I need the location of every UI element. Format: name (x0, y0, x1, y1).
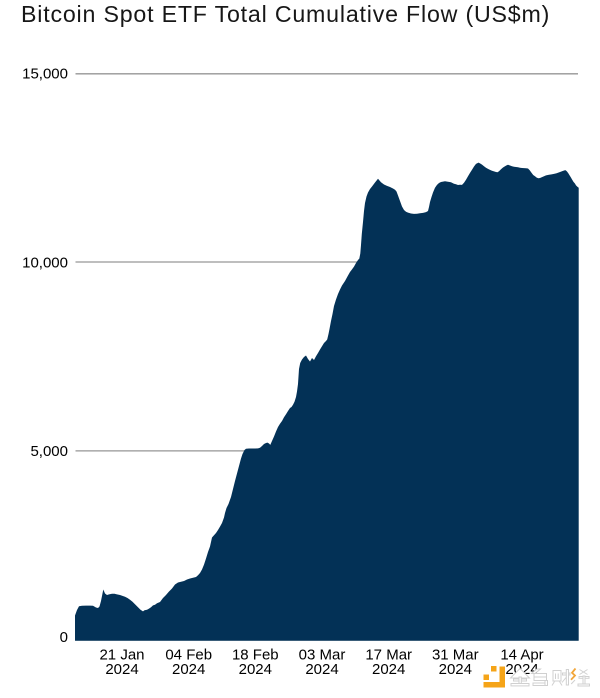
svg-text:2024: 2024 (105, 661, 138, 678)
svg-text:2024: 2024 (505, 661, 538, 678)
svg-text:03 Mar: 03 Mar (299, 647, 346, 664)
svg-text:10,000: 10,000 (22, 254, 68, 271)
svg-text:2024: 2024 (305, 661, 338, 678)
svg-text:5,000: 5,000 (30, 443, 68, 460)
svg-text:0: 0 (60, 629, 68, 646)
svg-text:2024: 2024 (372, 661, 405, 678)
svg-text:04 Feb: 04 Feb (165, 647, 212, 664)
svg-text:21 Jan: 21 Jan (99, 647, 144, 664)
svg-text:31 Mar: 31 Mar (432, 647, 479, 664)
svg-text:15,000: 15,000 (22, 66, 68, 83)
svg-text:2024: 2024 (239, 661, 272, 678)
svg-text:2024: 2024 (439, 661, 472, 678)
svg-text:2024: 2024 (172, 661, 205, 678)
svg-text:14 Apr: 14 Apr (500, 647, 543, 664)
svg-text:18 Feb: 18 Feb (232, 647, 279, 664)
svg-text:17 Mar: 17 Mar (365, 647, 412, 664)
